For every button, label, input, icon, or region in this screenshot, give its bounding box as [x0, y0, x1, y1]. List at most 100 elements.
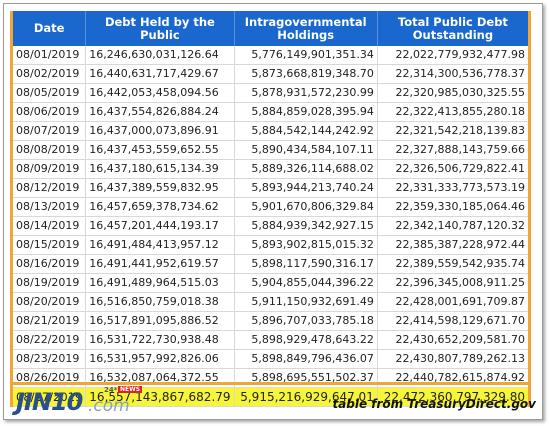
cell-date: 08/14/2019 — [11, 216, 87, 236]
table-row: 08/23/2019 16,531,957,992,826.06 5,898,849… — [11, 349, 530, 369]
header-date[interactable]: Date — [11, 11, 87, 46]
cell-date: 08/13/2019 — [11, 197, 87, 217]
cell-debt-held-by-public: 16,517,891,095,886.52 — [85, 311, 235, 331]
table-bottom-border — [10, 382, 531, 385]
table-row: 08/14/2019 16,457,201,444,193.17 5,884,939… — [11, 216, 530, 236]
cell-total-debt: 22,414,598,129,671.70 — [377, 311, 530, 331]
cell-total-debt: 22,389,559,542,935.74 — [377, 254, 530, 274]
cell-intragovernmental: 5,873,668,819,348.70 — [234, 64, 378, 84]
cell-intragovernmental: 5,889,326,114,688.02 — [234, 159, 378, 179]
header-debt-held-by-public[interactable]: Debt Held by the Public — [85, 11, 235, 46]
table-row: 08/20/2019 16,516,850,759,018.38 5,911,150… — [11, 292, 530, 312]
debt-table: Date Debt Held by the Public Intragovern… — [10, 11, 531, 407]
cell-debt-held-by-public: 16,440,631,717,429.67 — [85, 64, 235, 84]
cell-date: 08/08/2019 — [11, 140, 87, 160]
cell-debt-held-by-public: 16,491,484,413,957.12 — [85, 235, 235, 255]
cell-intragovernmental: 5,904,855,044,396.22 — [234, 273, 378, 293]
cell-debt-held-by-public: 16,491,489,964,515.03 — [85, 273, 235, 293]
table-row: 08/09/2019 16,437,180,615,134.39 5,889,326… — [11, 159, 530, 179]
table-row: 08/08/2019 16,437,453,559,652.55 5,890,434… — [11, 140, 530, 160]
table-row: 08/16/2019 16,491,441,952,619.57 5,898,117… — [11, 254, 530, 274]
cell-total-debt: 22,430,652,209,581.70 — [377, 330, 530, 350]
table-row: 08/06/2019 16,437,554,826,884.24 5,884,859… — [11, 102, 530, 122]
table-body: 08/01/2019 16,246,630,031,126.64 5,776,149… — [11, 46, 530, 407]
cell-total-debt: 22,472,360,797,329.80 — [377, 387, 530, 407]
cell-intragovernmental: 5,915,216,929,647.01 — [234, 387, 378, 407]
cell-debt-held-by-public: 16,457,201,444,193.17 — [85, 216, 235, 236]
cell-total-debt: 22,314,300,536,778.37 — [377, 64, 530, 84]
cell-intragovernmental: 5,890,434,584,107.11 — [234, 140, 378, 160]
logo-brand-text: JIN10 — [16, 388, 83, 416]
cell-intragovernmental: 5,896,707,033,785.18 — [234, 311, 378, 331]
cell-debt-held-by-public: 16,437,389,559,832.95 — [85, 178, 235, 198]
cell-intragovernmental: 5,893,944,213,740.24 — [234, 178, 378, 198]
cell-intragovernmental: 5,884,542,144,242.92 — [234, 121, 378, 141]
table-row: 08/02/2019 16,440,631,717,429.67 5,873,668… — [11, 64, 530, 84]
cell-total-debt: 22,385,387,228,972.44 — [377, 235, 530, 255]
cell-date: 08/07/2019 — [11, 121, 87, 141]
table-row: 08/05/2019 16,442,053,458,094.56 5,878,931… — [11, 83, 530, 103]
cell-total-debt: 22,321,542,218,139.83 — [377, 121, 530, 141]
cell-intragovernmental: 5,911,150,932,691.49 — [234, 292, 378, 312]
cell-debt-held-by-public: 16,457,659,378,734.62 — [85, 197, 235, 217]
header-total-public-debt[interactable]: Total Public Debt Outstanding — [377, 11, 530, 46]
cell-date: 08/16/2019 — [11, 254, 87, 274]
logo-247-badge: 24*7 — [104, 386, 123, 394]
table-header-row: Date Debt Held by the Public Intragovern… — [11, 11, 530, 46]
cell-debt-held-by-public: 16,516,850,759,018.38 — [85, 292, 235, 312]
cell-date: 08/02/2019 — [11, 64, 87, 84]
cell-total-debt: 22,320,985,030,325.55 — [377, 83, 530, 103]
cell-intragovernmental: 5,898,849,796,436.07 — [234, 349, 378, 369]
table-row: 08/19/2019 16,491,489,964,515.03 5,904,855… — [11, 273, 530, 293]
cell-debt-held-by-public: 16,531,957,992,826.06 — [85, 349, 235, 369]
cell-intragovernmental: 5,776,149,901,351.34 — [234, 46, 378, 65]
cell-debt-held-by-public: 16,437,453,559,652.55 — [85, 140, 235, 160]
cell-intragovernmental: 5,901,670,806,329.84 — [234, 197, 378, 217]
cell-date: 08/22/2019 — [11, 330, 87, 350]
cell-debt-held-by-public: 16,442,053,458,094.56 — [85, 83, 235, 103]
logo-news-badge: NEWS — [118, 386, 143, 393]
cell-date: 08/12/2019 — [11, 178, 87, 198]
table-row: 08/07/2019 16,437,000,073,896.91 5,884,542… — [11, 121, 530, 141]
cell-total-debt: 22,322,413,855,280.18 — [377, 102, 530, 122]
table-row: 08/21/2019 16,517,891,095,886.52 5,896,707… — [11, 311, 530, 331]
cell-date: 08/20/2019 — [11, 292, 87, 312]
cell-date: 08/09/2019 — [11, 159, 87, 179]
table-row: 08/22/2019 16,531,722,730,938.48 5,898,929… — [11, 330, 530, 350]
cell-date: 08/06/2019 — [11, 102, 87, 122]
cell-total-debt: 22,359,330,185,064.46 — [377, 197, 530, 217]
table-row: 08/15/2019 16,491,484,413,957.12 5,893,902… — [11, 235, 530, 255]
cell-debt-held-by-public: 16,531,722,730,938.48 — [85, 330, 235, 350]
cell-total-debt: 22,430,807,789,262.13 — [377, 349, 530, 369]
cell-debt-held-by-public: 16,437,554,826,884.24 — [85, 102, 235, 122]
cell-date: 08/21/2019 — [11, 311, 87, 331]
cell-date: 08/27/2019 — [11, 387, 87, 407]
cell-total-debt: 22,326,506,729,822.41 — [377, 159, 530, 179]
cell-total-debt: 22,396,345,008,911.25 — [377, 273, 530, 293]
cell-total-debt: 22,327,888,143,759.66 — [377, 140, 530, 160]
cell-intragovernmental: 5,898,117,590,316.17 — [234, 254, 378, 274]
cell-intragovernmental: 5,878,931,572,230.99 — [234, 83, 378, 103]
cell-intragovernmental: 5,898,929,478,643.22 — [234, 330, 378, 350]
cell-date: 08/19/2019 — [11, 273, 87, 293]
cell-debt-held-by-public: 16,246,630,031,126.64 — [85, 46, 235, 65]
header-intragovernmental-holdings[interactable]: Intragovernmental Holdings — [234, 11, 378, 46]
table-row: 08/13/2019 16,457,659,378,734.62 5,901,670… — [11, 197, 530, 217]
table-row: 08/01/2019 16,246,630,031,126.64 5,776,149… — [11, 46, 530, 65]
cell-date: 08/23/2019 — [11, 349, 87, 369]
cell-debt-held-by-public: 16,437,180,615,134.39 — [85, 159, 235, 179]
cell-debt-held-by-public: 16,437,000,073,896.91 — [85, 121, 235, 141]
cell-total-debt: 22,022,779,932,477.98 — [377, 46, 530, 65]
cell-intragovernmental: 5,893,902,815,015.32 — [234, 235, 378, 255]
cell-date: 08/15/2019 — [11, 235, 87, 255]
cell-intragovernmental: 5,884,939,342,927.15 — [234, 216, 378, 236]
cell-total-debt: 22,428,001,691,709.87 — [377, 292, 530, 312]
cell-total-debt: 22,331,333,773,573.19 — [377, 178, 530, 198]
cell-date: 08/05/2019 — [11, 83, 87, 103]
cell-debt-held-by-public: 16,491,441,952,619.57 — [85, 254, 235, 274]
table-row: 08/12/2019 16,437,389,559,832.95 5,893,944… — [11, 178, 530, 198]
cell-total-debt: 22,342,140,787,120.32 — [377, 216, 530, 236]
source-caption: table from TreasuryDirect.gov — [332, 397, 536, 411]
cell-date: 08/01/2019 — [11, 46, 87, 65]
cell-intragovernmental: 5,884,859,028,395.94 — [234, 102, 378, 122]
